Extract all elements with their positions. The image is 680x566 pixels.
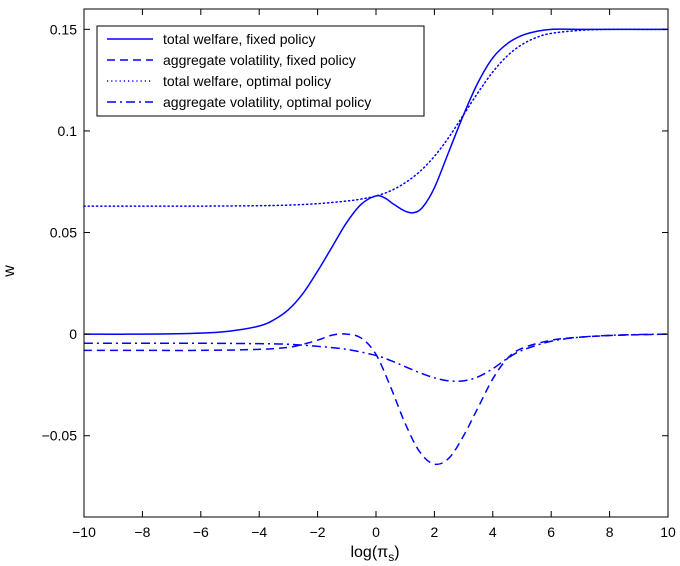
- x-tick-label: −4: [251, 524, 267, 540]
- x-axis-label: log(πs): [350, 544, 399, 564]
- x-tick-label: 8: [606, 524, 614, 540]
- x-axis-label-subscript: s: [388, 550, 394, 564]
- series-line-3: [83, 28, 669, 207]
- x-tick-label: 10: [660, 524, 676, 540]
- x-tick-label: 0: [372, 524, 380, 540]
- x-tick-label: 2: [431, 524, 439, 540]
- y-tick-label: 0.15: [50, 21, 77, 37]
- y-tick-label: 0.05: [50, 225, 77, 241]
- legend-label: total welfare, fixed policy: [163, 31, 316, 47]
- x-tick-label: −2: [310, 524, 326, 540]
- legend-box: [96, 25, 425, 117]
- x-axis-label-close: ): [394, 544, 399, 561]
- legend-label: aggregate volatility, optimal policy: [163, 94, 371, 110]
- series-layer: [83, 28, 669, 466]
- x-tick-label: −6: [193, 524, 209, 540]
- x-tick-label: −8: [134, 524, 150, 540]
- y-tick-label: 0: [69, 326, 77, 342]
- x-tick-label: 6: [547, 524, 555, 540]
- axes-layer: −10 −8 −6 −4 −2 0 2 4 6 8 10 −0.05 0 0.05 0.1 0.15: [42, 8, 676, 540]
- y-axis-label: w: [1, 265, 18, 278]
- x-tick-label: 4: [489, 524, 497, 540]
- series-line-1: [83, 28, 668, 335]
- series-line-2: [83, 333, 669, 466]
- y-tick-label: −0.05: [42, 428, 78, 444]
- legend-label: aggregate volatility, fixed policy: [163, 52, 356, 68]
- series-line-4: [83, 333, 669, 383]
- x-tick-label: −10: [72, 524, 96, 540]
- x-axis-label-main: log(π: [350, 544, 388, 561]
- legend: total welfare, fixed policy aggregate vol…: [96, 25, 425, 117]
- legend-label: total welfare, optimal policy: [163, 73, 331, 89]
- y-tick-label: 0.1: [58, 123, 78, 139]
